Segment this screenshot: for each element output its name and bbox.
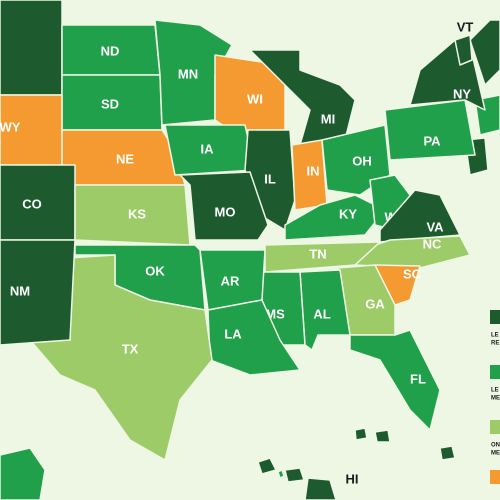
island (354, 427, 368, 441)
state-label: LA (224, 326, 242, 341)
state-label: MI (321, 111, 335, 126)
island (284, 467, 305, 483)
state-label: MO (215, 204, 236, 219)
state (349, 329, 441, 431)
state-shape (469, 19, 500, 86)
state-label: NC (423, 236, 442, 251)
island (374, 429, 391, 443)
state-label: SC (403, 266, 422, 281)
state-label: NY (453, 86, 471, 101)
legend-swatch (490, 365, 500, 379)
state-label: VA (426, 219, 444, 234)
legend-label: ON (491, 443, 500, 449)
legend-label: LE (491, 333, 499, 339)
state-label: WY (0, 119, 21, 134)
state-label: HI (346, 471, 359, 486)
state-label: CO (22, 196, 42, 211)
state (0, 239, 76, 346)
state (454, 34, 473, 66)
state (264, 241, 381, 273)
state-shape (0, 447, 46, 500)
state-label: AL (313, 306, 330, 321)
state-label: NM (10, 283, 30, 298)
states: NDSDMNWIMIWYNEIAILINOHPANYVTCOKSMOKYWVVA… (0, 19, 486, 486)
state-label: VT (457, 19, 474, 34)
state-label: ND (101, 43, 120, 58)
legend-swatch (490, 310, 500, 324)
state-label: PA (423, 133, 441, 148)
state-label: TN (309, 246, 326, 261)
state (277, 469, 285, 479)
island (439, 445, 456, 461)
legend-label: RE (491, 341, 499, 347)
state-label: IL (264, 171, 276, 186)
state (29, 254, 213, 461)
state-label: GA (365, 296, 385, 311)
state-label: WI (247, 91, 263, 106)
state-label: IN (307, 163, 320, 178)
state (384, 99, 476, 161)
island (304, 477, 337, 500)
legend-label: ME (491, 451, 500, 457)
state (179, 171, 269, 241)
state-label: OK (145, 263, 165, 278)
state-label: SD (101, 96, 119, 111)
legend: LE RE LE ME ON ME (490, 310, 500, 484)
legend-swatch (490, 470, 500, 484)
state-label: KY (339, 206, 357, 221)
state-label: OH (352, 153, 372, 168)
state-label: KS (128, 206, 146, 221)
state-label: AR (221, 273, 240, 288)
legend-label: LE (491, 388, 499, 394)
state-label: TX (122, 341, 139, 356)
state (379, 189, 461, 243)
state-label: MN (178, 66, 198, 81)
state-label: FL (410, 371, 426, 386)
legend-swatch (490, 420, 500, 434)
state-label: NE (116, 151, 134, 166)
island (257, 457, 277, 475)
state-shape (0, 0, 63, 96)
legend-label: ME (491, 396, 500, 402)
state-label: IA (201, 141, 215, 156)
